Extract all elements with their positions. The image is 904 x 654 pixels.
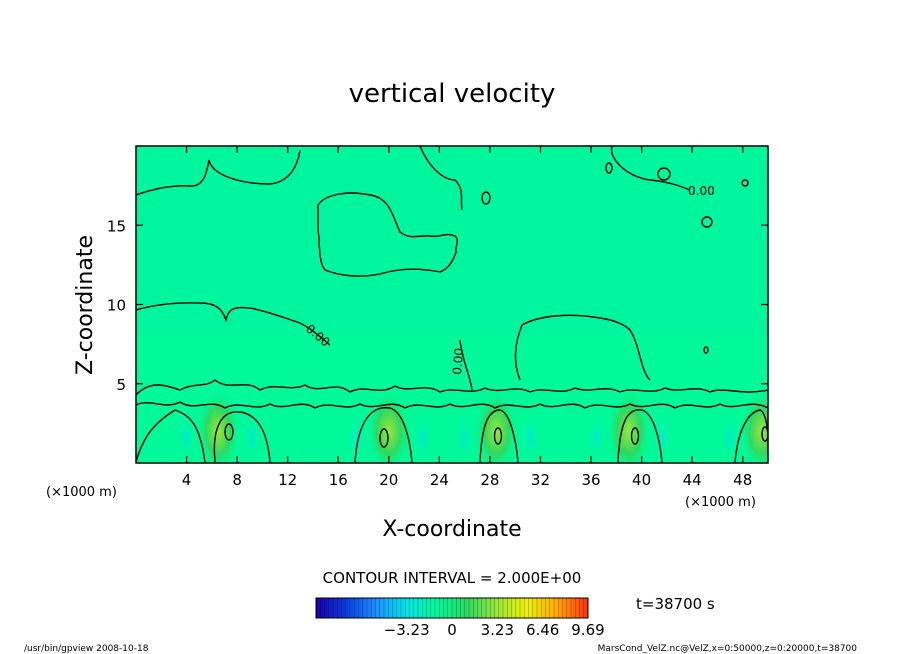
downdraft-cell [455,415,474,460]
x-axis-unit: (×1000 m) [685,495,756,510]
chart-title: vertical velocity [349,79,556,109]
colorbar-tick-label: 9.69 [571,621,604,639]
x-tick-label: 12 [278,471,297,489]
x-tick-label: 40 [632,471,651,489]
plot-area: 0.00 0.00 0.00 4 8 12 16 20 24 28 32 36 40 44 48 51… [107,145,805,489]
downdraft-cell [413,415,432,460]
downdraft-cell [720,415,739,460]
updraft-core [474,389,519,463]
colorbar-tick-label: 0 [447,621,457,639]
downdraft-cell [653,415,672,460]
footer-right: MarsCond_VelZ.nc@VelZ,x=0:50000,z=0:2000… [598,644,858,654]
colorbar-tick-label: 3.23 [481,621,514,639]
colorbar: −3.23 0 3.23 6.46 9.69 [315,597,605,639]
downdraft-cell [521,415,540,460]
y-axis-title: Z-coordinate [73,235,98,375]
y-axis: 5 10 15 [107,217,768,394]
x-tick-label: 24 [430,471,449,489]
x-axis: 4 8 12 16 20 24 28 32 36 40 44 48 [182,146,752,489]
x-tick-label: 20 [379,471,398,489]
y-tick-label: 10 [107,297,126,315]
downdraft-cell [347,415,366,460]
colorbar-tick-label: −3.23 [384,621,430,639]
y-tick-label: 15 [107,217,126,235]
downdraft-cell [243,415,262,460]
updraft-core [366,389,411,463]
footer-left: /usr/bin/gpview 2008-10-18 [24,644,149,654]
contour-label: 0.00 [688,184,715,198]
contour-lines [136,146,768,463]
downdraft-cell [587,415,606,460]
x-tick-label: 32 [531,471,550,489]
colorbar-tick-label: 6.46 [526,621,559,639]
y-tick-label: 5 [116,376,126,394]
field-shading [136,146,805,463]
time-label: t=38700 s [636,595,715,613]
contour-label: 0.00 [450,347,466,375]
x-tick-label: 28 [480,471,499,489]
x-tick-label: 8 [232,471,242,489]
x-tick-label: 16 [329,471,348,489]
x-tick-label: 44 [683,471,702,489]
downdraft-cell [787,415,805,459]
x-tick-label: 48 [733,471,752,489]
updraft-core [606,389,651,463]
downdraft-cell [177,415,196,460]
x-tick-label: 4 [182,471,192,489]
contour-interval-label: CONTOUR INTERVAL = 2.000E+00 [323,569,582,587]
x-tick-label: 36 [581,471,600,489]
updraft-core [739,389,768,463]
y-axis-unit: (×1000 m) [46,485,117,500]
x-axis-title: X-coordinate [382,517,521,542]
